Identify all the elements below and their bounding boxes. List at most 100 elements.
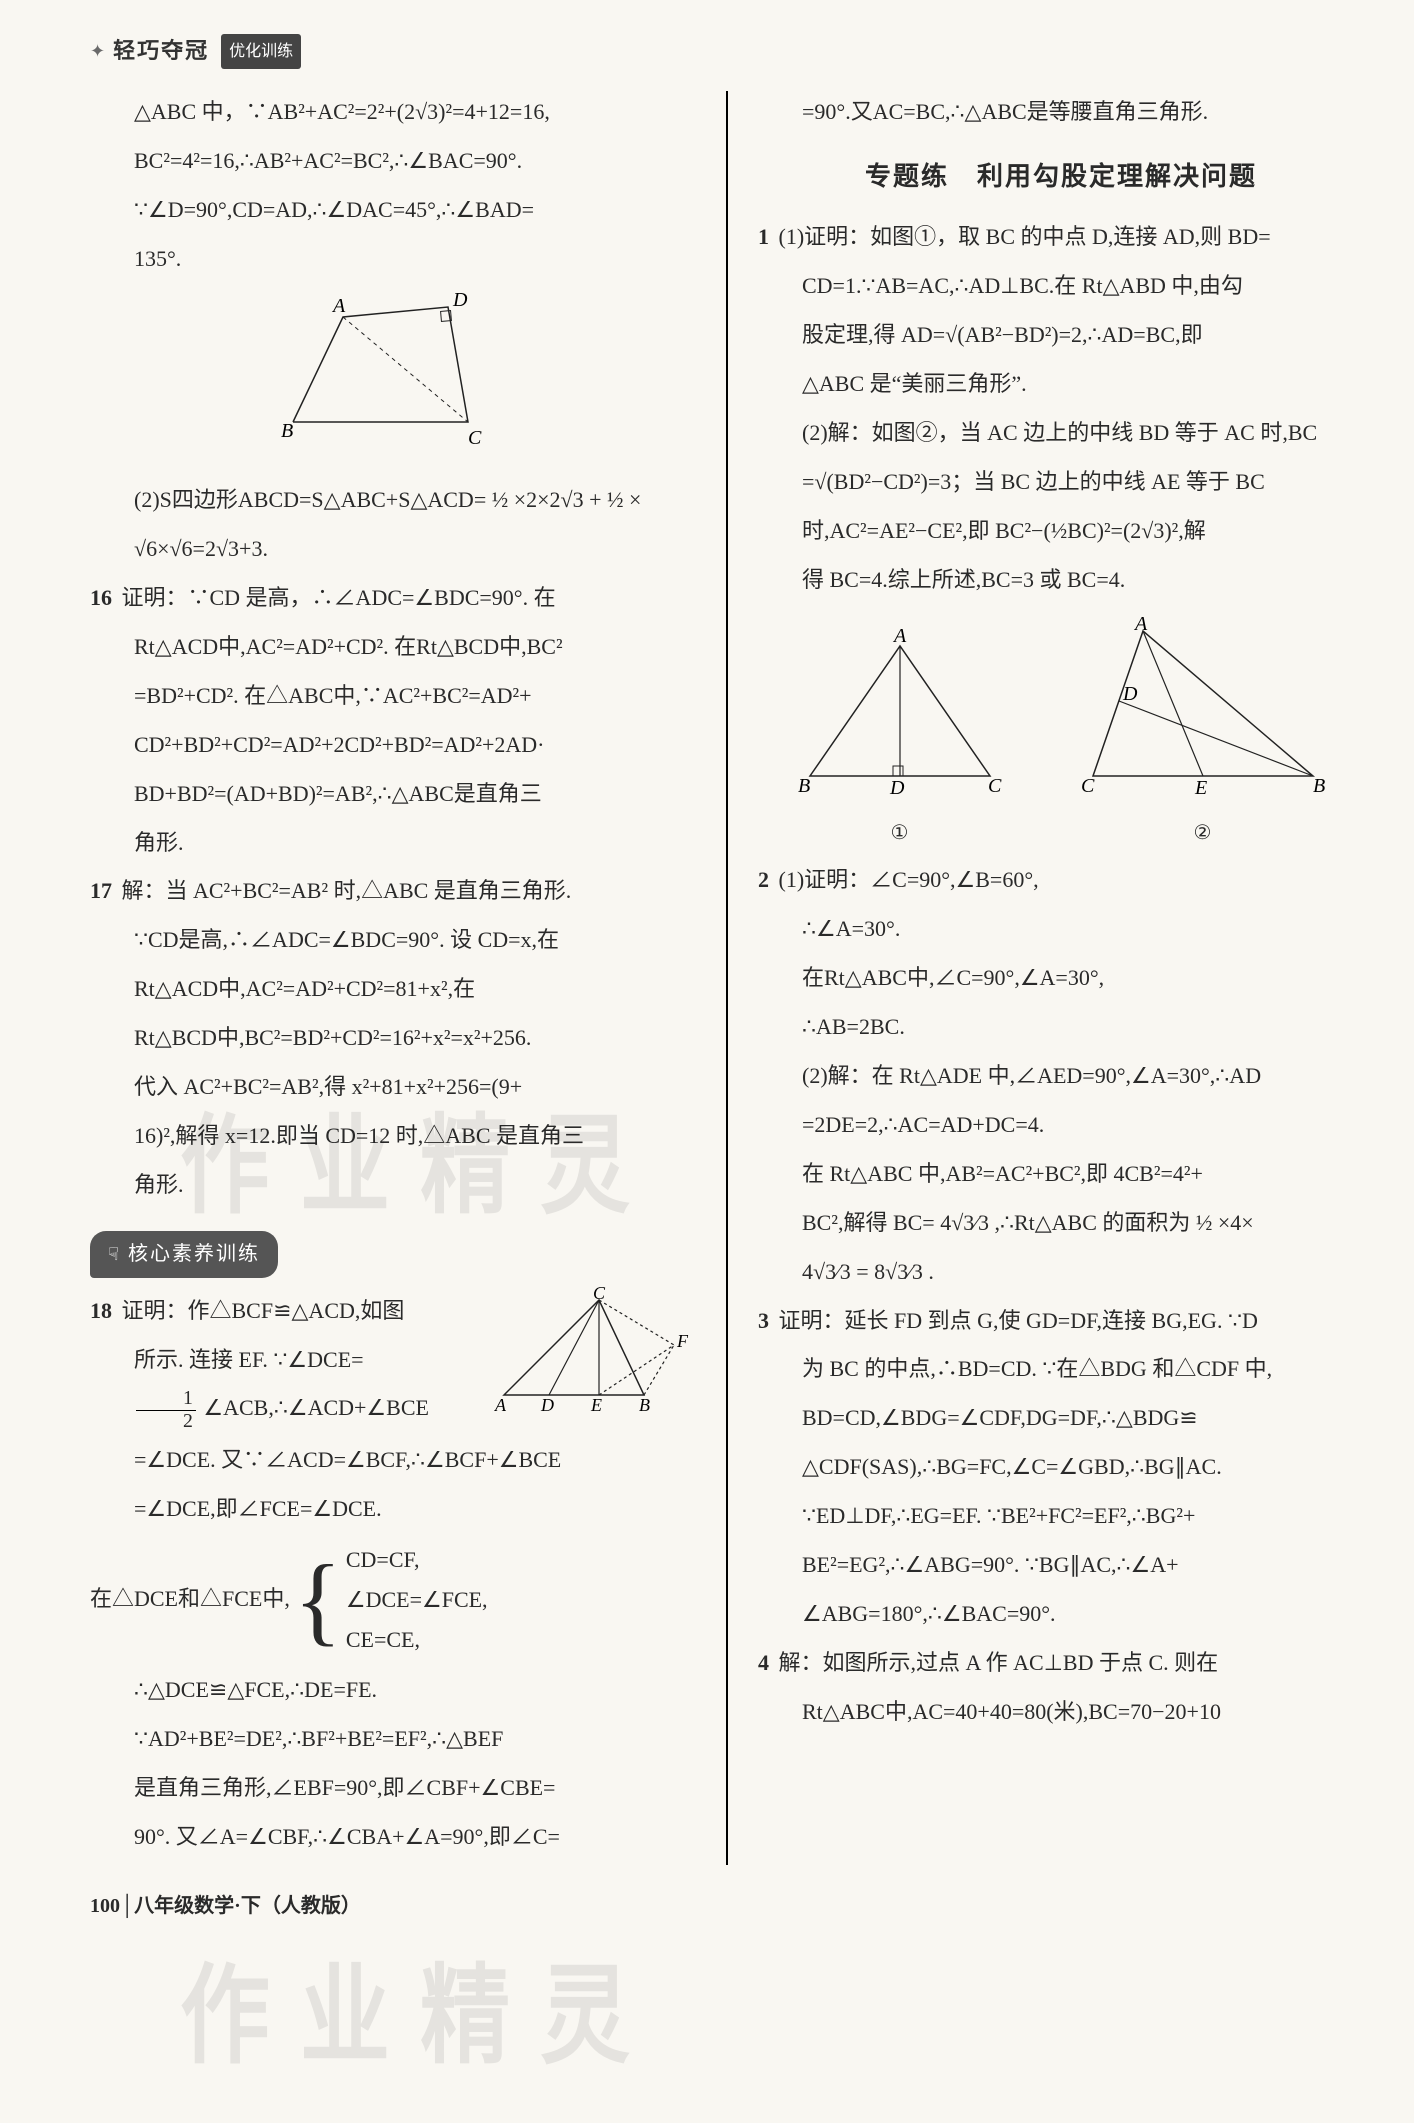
- rq1-l8: 得 BC=4.综上所述,BC=3 或 BC=4.: [758, 559, 1364, 602]
- mid-l6: √6×√6=2√3+3.: [90, 528, 696, 571]
- svg-text:B: B: [1313, 775, 1325, 796]
- rq1-start: 1 (1)证明：如图①，取 BC 的中点 D,连接 AD,则 BD=: [758, 216, 1364, 259]
- top-l3: ∵∠D=90°,CD=AD,∴∠DAC=45°,∴∠BAD=: [90, 189, 696, 232]
- left-column: △ABC 中，∵AB²+AC²=2²+(2√3)²=4+12=16, BC²=4…: [90, 91, 696, 1865]
- rq3-l4: △CDF(SAS),∴BG=FC,∠C=∠GBD,∴BG∥AC.: [758, 1446, 1364, 1489]
- rq3-l3: BD=CD,∠BDG=∠CDF,DG=DF,∴△BDG≌: [758, 1397, 1364, 1440]
- fig1-label-d: D: [452, 292, 468, 311]
- q17-l5: 代入 AC²+BC²=AB²,得 x²+81+x²+256=(9+: [90, 1066, 696, 1109]
- q18-l4: =∠DCE. 又∵∠ACD=∠BCF,∴∠BCF+∠BCE: [90, 1439, 696, 1482]
- rq3-l7: ∠ABG=180°,∴∠BAC=90°.: [758, 1593, 1364, 1636]
- right-column: =90°.又AC=BC,∴△ABC是等腰直角三角形. 专题练 利用勾股定理解决问…: [758, 91, 1364, 1865]
- rq3-num: 3: [758, 1308, 769, 1333]
- right-cont: =90°.又AC=BC,∴△ABC是等腰直角三角形.: [758, 91, 1364, 134]
- brace-intro: 在△DCE和△FCE中,: [90, 1578, 290, 1621]
- figlabel-1: ①: [790, 814, 1010, 853]
- rq1-l1: (1)证明：如图①，取 BC 的中点 D,连接 AD,则 BD=: [779, 224, 1271, 249]
- figure-quadrilateral: A B C D: [90, 292, 696, 467]
- q18-l10: 90°. 又∠A=∠CBF,∴∠CBA+∠A=90°,即∠C=: [90, 1816, 696, 1859]
- q17-l1: 解：当 AC²+BC²=AB² 时,△ABC 是直角三角形.: [122, 878, 572, 903]
- svg-text:B: B: [639, 1395, 650, 1415]
- rq4-start: 4 解：如图所示,过点 A 作 AC⊥BD 于点 C. 则在: [758, 1642, 1364, 1685]
- q17-l4: Rt△BCD中,BC²=BD²+CD²=16²+x²=x²+256.: [90, 1017, 696, 1060]
- fig1-label-a: A: [331, 295, 346, 317]
- q18-l8: ∵AD²+BE²=DE²,∴BF²+BE²=EF²,∴△BEF: [90, 1718, 696, 1761]
- brace-1: CD=CF,: [346, 1540, 488, 1580]
- brand-badge: 优化训练: [221, 34, 301, 69]
- svg-text:B: B: [798, 775, 810, 796]
- watermark-2: 作业精灵: [180, 1912, 660, 2123]
- svg-text:F: F: [676, 1331, 689, 1351]
- brand-title: 轻巧夺冠: [113, 30, 209, 73]
- svg-text:C: C: [593, 1285, 606, 1303]
- q18-num: 18: [90, 1298, 112, 1323]
- rq2-l1: (1)证明：∠C=90°,∠B=60°,: [779, 867, 1039, 892]
- svg-text:D: D: [1122, 683, 1138, 705]
- rq2-l2: ∴∠A=30°.: [758, 908, 1364, 951]
- section-title: 专题练 利用勾股定理解决问题: [758, 152, 1364, 203]
- svg-text:E: E: [590, 1395, 602, 1415]
- q18-l7: ∴△DCE≌△FCE,∴DE=FE.: [90, 1669, 696, 1712]
- svg-text:A: A: [1133, 616, 1148, 635]
- q18-brace: 在△DCE和△FCE中, { CD=CF, ∠DCE=∠FCE, CE=CE,: [90, 1540, 696, 1659]
- rq2-start: 2 (1)证明：∠C=90°,∠B=60°,: [758, 859, 1364, 902]
- svg-text:A: A: [494, 1395, 507, 1415]
- q17-l2: ∵CD是高,∴∠ADC=∠BDC=90°. 设 CD=x,在: [90, 919, 696, 962]
- rq3-l1: 证明：延长 FD 到点 G,使 GD=DF,连接 BG,EG. ∵D: [779, 1308, 1258, 1333]
- rq2-l7: 在 Rt△ABC 中,AB²=AC²+BC²,即 4CB²=4²+: [758, 1153, 1364, 1196]
- q17-l3: Rt△ACD中,AC²=AD²+CD²=81+x²,在: [90, 968, 696, 1011]
- svg-text:C: C: [988, 775, 1002, 796]
- rq2-l5: (2)解：在 Rt△ADE 中,∠AED=90°,∠A=30°,∴AD: [758, 1055, 1364, 1098]
- brace-2: ∠DCE=∠FCE,: [346, 1580, 488, 1620]
- column-divider: [726, 91, 728, 1865]
- rq3-l5: ∵ED⊥DF,∴EG=EF. ∵BE²+FC²=EF²,∴BG²+: [758, 1495, 1364, 1538]
- page-header: ✦ 轻巧夺冠 优化训练: [90, 30, 1364, 73]
- fig1-label-b: B: [281, 420, 293, 442]
- q17-l7: 角形.: [90, 1164, 696, 1207]
- rq1-l7: 时,AC²=AE²−CE²,即 BC²−(½BC)²=(2√3)²,解: [758, 510, 1364, 553]
- rq1-l6: =√(BD²−CD²)=3；当 BC 边上的中线 AE 等于 BC: [758, 461, 1364, 504]
- q16-num: 16: [90, 585, 112, 610]
- rq1-l3: 股定理,得 AD=√(AB²−BD²)=2,∴AD=BC,即: [758, 314, 1364, 357]
- rq2-l8: BC²,解得 BC= 4√3⁄3 ,∴Rt△ABC 的面积为 ½ ×4×: [758, 1202, 1364, 1245]
- content-columns: △ABC 中，∵AB²+AC²=2²+(2√3)²=4+12=16, BC²=4…: [90, 91, 1364, 1865]
- rq1-l5: (2)解：如图②，当 AC 边上的中线 BD 等于 AC 时,BC: [758, 412, 1364, 455]
- q16-l5: BD+BD²=(AD+BD)²=AB²,∴△ABC是直角三: [90, 773, 696, 816]
- top-l2: BC²=4²=16,∴AB²+AC²=BC²,∴∠BAC=90°.: [90, 140, 696, 183]
- rq2-l3: 在Rt△ABC中,∠C=90°,∠A=30°,: [758, 957, 1364, 1000]
- brace-icon: {: [294, 1575, 342, 1625]
- svg-text:A: A: [892, 626, 907, 647]
- section-pill: 核心素养训练: [90, 1231, 278, 1278]
- q16-l6: 角形.: [90, 822, 696, 865]
- q16-l2: Rt△ACD中,AC²=AD²+CD². 在Rt△BCD中,BC²: [90, 626, 696, 669]
- mid-l5: (2)S四边形ABCD=S△ABC+S△ACD= ½ ×2×2√3 + ½ ×: [90, 479, 696, 522]
- rq4-num: 4: [758, 1650, 769, 1675]
- top-l4: 135°.: [90, 238, 696, 281]
- svg-text:E: E: [1194, 777, 1207, 796]
- q17-num: 17: [90, 878, 112, 903]
- rq2-l4: ∴AB=2BC.: [758, 1006, 1364, 1049]
- figlabel-2: ②: [1073, 814, 1333, 853]
- rq4-l1: 解：如图所示,过点 A 作 AC⊥BD 于点 C. 则在: [779, 1650, 1219, 1675]
- q16-start: 16 证明：∵CD 是高，∴∠ADC=∠BDC=90°. 在: [90, 577, 696, 620]
- rq4-l2: Rt△ABC中,AC=40+40=80(米),BC=70−20+10: [758, 1691, 1364, 1734]
- figure-q18: A B C D E F: [486, 1285, 696, 1430]
- rq1-num: 1: [758, 224, 769, 249]
- top-l1: △ABC 中，∵AB²+AC²=2²+(2√3)²=4+12=16,: [90, 91, 696, 134]
- q17-l6: 16)²,解得 x=12.即当 CD=12 时,△ABC 是直角三: [90, 1115, 696, 1158]
- q18-l1: 证明：作△BCF≌△ACD,如图: [122, 1298, 405, 1323]
- rq1-l4: △ABC 是“美丽三角形”.: [758, 363, 1364, 406]
- rq2-l6: =2DE=2,∴AC=AD+DC=4.: [758, 1104, 1364, 1147]
- brace-3: CE=CE,: [346, 1620, 488, 1660]
- q17-start: 17 解：当 AC²+BC²=AB² 时,△ABC 是直角三角形.: [90, 870, 696, 913]
- rq3-l6: BE²=EG²,∴∠ABG=90°. ∵BG∥AC,∴∠A+: [758, 1544, 1364, 1587]
- svg-text:D: D: [540, 1395, 554, 1415]
- rq2-l9: 4√3⁄3 = 8√3⁄3 .: [758, 1251, 1364, 1294]
- q18-l9: 是直角三角形,∠EBF=90°,即∠CBF+∠CBE=: [90, 1767, 696, 1810]
- svg-text:C: C: [1081, 775, 1095, 796]
- rq3-start: 3 证明：延长 FD 到点 G,使 GD=DF,连接 BG,EG. ∵D: [758, 1300, 1364, 1343]
- rq3-l2: 为 BC 的中点,∴BD=CD. ∵在△BDG 和△CDF 中,: [758, 1348, 1364, 1391]
- logo-icon: ✦: [90, 34, 105, 69]
- q18-l5: =∠DCE,即∠FCE=∠DCE.: [90, 1488, 696, 1531]
- rq1-l2: CD=1.∵AB=AC,∴AD⊥BC.在 Rt△ABD 中,由勾: [758, 265, 1364, 308]
